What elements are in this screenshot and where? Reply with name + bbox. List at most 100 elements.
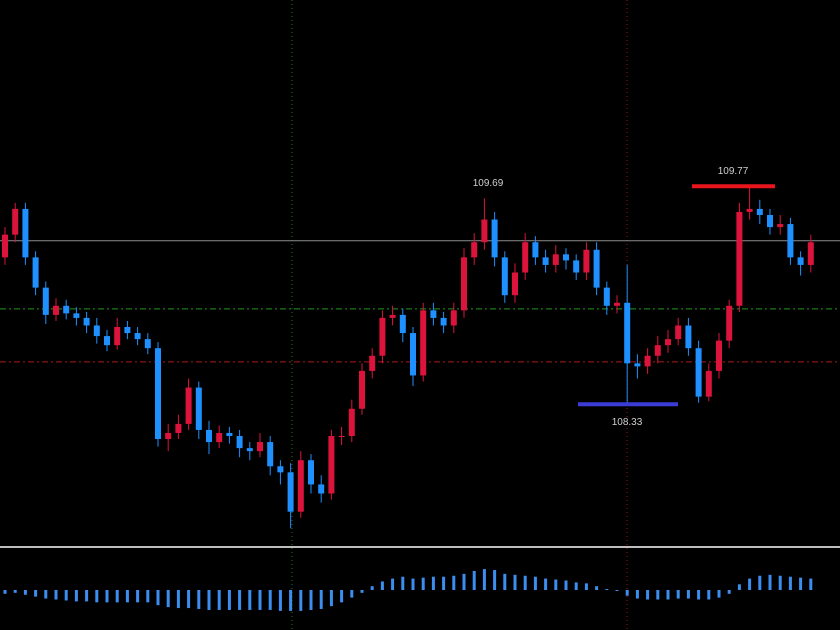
indicator-bar bbox=[533, 576, 537, 590]
candle-body bbox=[522, 242, 529, 273]
candle-body bbox=[155, 348, 161, 440]
indicator-bar bbox=[74, 590, 78, 602]
candle-body bbox=[104, 336, 110, 346]
candle-body bbox=[53, 305, 59, 315]
indicator-bar bbox=[442, 576, 446, 590]
candle-body bbox=[481, 219, 488, 243]
candle-body bbox=[379, 317, 386, 356]
annotation-label: 109.69 bbox=[473, 178, 504, 189]
candle-body bbox=[257, 442, 263, 452]
candle-body bbox=[114, 327, 121, 346]
indicator-bar bbox=[676, 590, 680, 599]
indicator-bar bbox=[401, 576, 405, 590]
indicator-bar bbox=[503, 573, 507, 590]
candle-body bbox=[93, 325, 100, 337]
indicator-bar bbox=[329, 590, 333, 607]
indicator-bar bbox=[493, 570, 497, 590]
indicator-bar bbox=[370, 586, 374, 590]
indicator-bar bbox=[574, 582, 578, 590]
indicator-bar bbox=[717, 590, 721, 598]
indicator-bar bbox=[258, 590, 262, 610]
candle-body bbox=[787, 224, 794, 258]
indicator-bar bbox=[299, 590, 303, 611]
candle-body bbox=[746, 208, 753, 212]
candle-body bbox=[756, 208, 763, 215]
indicator-bar bbox=[187, 590, 191, 609]
indicator-bar bbox=[44, 590, 48, 599]
indicator-bar bbox=[615, 590, 619, 591]
indicator-bar bbox=[635, 590, 639, 599]
candle-body bbox=[359, 370, 365, 409]
indicator-bar bbox=[758, 575, 762, 590]
candle-body bbox=[175, 423, 182, 433]
candle-body bbox=[461, 257, 467, 311]
indicator-bar bbox=[523, 575, 527, 590]
candle-body bbox=[389, 314, 396, 318]
candle-body bbox=[736, 211, 743, 306]
candle-body bbox=[705, 370, 712, 397]
candle-body bbox=[532, 242, 539, 258]
indicator-bar bbox=[34, 590, 38, 597]
candle-body bbox=[287, 472, 294, 512]
candle-body bbox=[563, 254, 569, 261]
candle-body bbox=[552, 254, 559, 265]
candle-body bbox=[807, 242, 814, 265]
indicator-bar bbox=[360, 590, 364, 593]
indicator-bar bbox=[54, 590, 58, 600]
candle-body bbox=[216, 432, 223, 443]
candle-body bbox=[308, 460, 314, 485]
candle-body bbox=[277, 466, 284, 473]
candle-body bbox=[695, 348, 702, 397]
candle-body bbox=[716, 340, 722, 371]
indicator-bar bbox=[278, 590, 282, 611]
indicator-bar bbox=[289, 590, 293, 611]
candle-body bbox=[246, 448, 253, 452]
indicator-bar bbox=[136, 590, 140, 603]
indicator-bar bbox=[13, 590, 17, 593]
candle-body bbox=[603, 287, 610, 306]
indicator-bar bbox=[64, 590, 68, 601]
candle-body bbox=[685, 325, 692, 349]
candle-body bbox=[777, 224, 784, 228]
candle-body bbox=[236, 436, 243, 449]
indicator-bar bbox=[3, 590, 7, 594]
candle-body bbox=[124, 327, 131, 334]
indicator-bar bbox=[625, 590, 629, 596]
indicator-bar bbox=[115, 590, 119, 603]
candle-body bbox=[767, 214, 773, 228]
indicator-bar bbox=[176, 590, 180, 609]
candle-body bbox=[644, 355, 651, 367]
candle-body bbox=[134, 333, 141, 340]
indicator-bar bbox=[605, 589, 609, 591]
annotation-label: 109.77 bbox=[718, 166, 749, 177]
indicator-bar bbox=[238, 590, 242, 610]
indicator-bar bbox=[85, 590, 89, 602]
candle-body bbox=[634, 363, 641, 367]
indicator-bar bbox=[156, 590, 160, 606]
candle-body bbox=[63, 305, 70, 314]
indicator-bar bbox=[380, 581, 384, 590]
candle-body bbox=[195, 387, 202, 430]
candle-body bbox=[573, 260, 580, 273]
indicator-bar bbox=[462, 573, 466, 590]
indicator-bar bbox=[319, 590, 323, 609]
candle-body bbox=[369, 355, 376, 371]
candle-body bbox=[675, 325, 682, 340]
indicator-bar bbox=[95, 590, 99, 603]
indicator-bar bbox=[554, 579, 558, 590]
annotation-label: 108.33 bbox=[612, 417, 643, 428]
candle-body bbox=[338, 436, 345, 437]
indicator-bar bbox=[309, 590, 313, 610]
indicator-bar bbox=[584, 583, 588, 590]
candle-body bbox=[797, 257, 804, 265]
candle-body bbox=[450, 310, 457, 326]
indicator-bar bbox=[799, 577, 803, 590]
indicator-bar bbox=[748, 578, 752, 590]
candle-body bbox=[185, 387, 192, 424]
indicator-bar bbox=[227, 590, 231, 610]
indicator-bar bbox=[248, 590, 252, 610]
indicator-bar bbox=[544, 578, 548, 590]
candle-body bbox=[2, 234, 8, 258]
indicator-bar bbox=[391, 578, 395, 590]
